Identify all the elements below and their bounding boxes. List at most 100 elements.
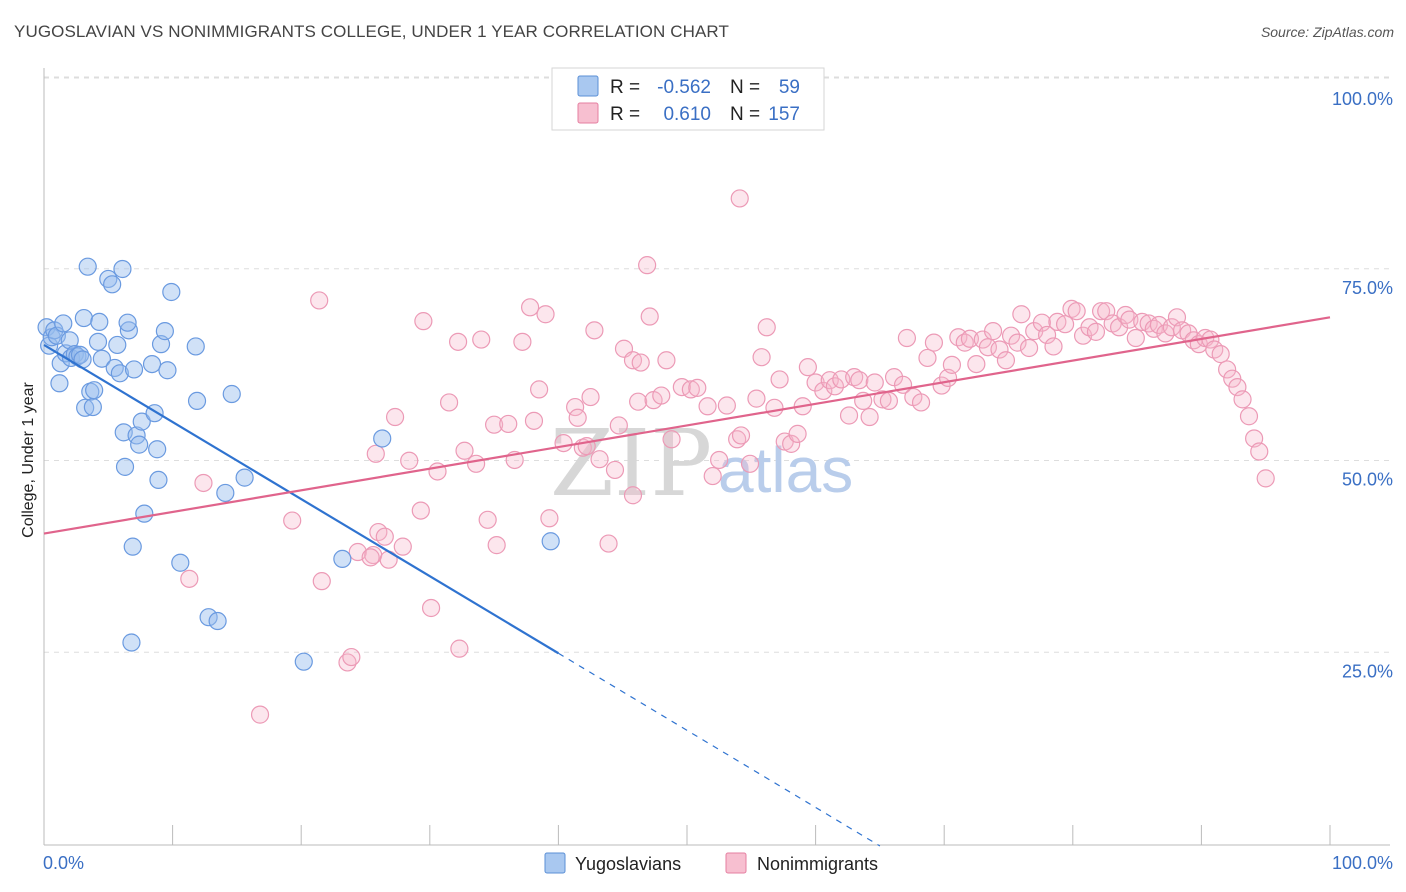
nonimmigrants-point — [845, 368, 864, 387]
nonimmigrants-point — [180, 569, 199, 588]
nonimmigrants-point — [640, 307, 659, 326]
yugoslavians-point — [50, 374, 69, 393]
nonimmigrants-point — [1091, 302, 1111, 321]
nonimmigrants-point — [540, 509, 559, 528]
yugoslavians-point — [113, 259, 132, 279]
nonimmigrants-point — [698, 397, 717, 416]
nonimmigrants-point — [825, 377, 844, 396]
bottom-legend-label-yugoslavians: Yugoslavians — [575, 854, 681, 874]
yugoslavians-trend-line — [43, 343, 559, 655]
nonimmigrants-point — [1211, 345, 1230, 364]
nonimmigrants-point — [638, 256, 657, 275]
nonimmigrants-point — [554, 433, 573, 453]
nonimmigrants-point — [283, 511, 302, 530]
yugoslavians-point — [110, 364, 129, 383]
nonimmigrants-point — [942, 355, 962, 374]
nonimmigrants-point — [1239, 407, 1259, 426]
nonimmigrants-point — [623, 486, 643, 505]
nonimmigrants-point — [599, 534, 618, 553]
yugoslavians-point — [162, 282, 181, 302]
nonimmigrants-point — [411, 501, 430, 520]
nonimmigrants-point — [1086, 322, 1106, 341]
legend-n-label-yugoslavians: N = — [730, 77, 760, 98]
bottom-legend-swatch-yugoslavians — [544, 852, 566, 874]
nonimmigrants-point — [990, 340, 1009, 359]
legend-swatch-yugoslavians — [577, 75, 599, 97]
nonimmigrants-point — [369, 522, 388, 542]
yugoslavians-point — [83, 397, 102, 417]
nonimmigrants-point — [1008, 333, 1027, 352]
yugoslavians-point — [90, 312, 109, 332]
legend-n-value-yugoslavians: 59 — [779, 77, 800, 98]
nonimmigrants-point — [450, 639, 469, 658]
yugoslavians-point — [122, 633, 141, 652]
nonimmigrants-point — [609, 416, 628, 435]
yugoslavians-point — [115, 457, 135, 476]
nonimmigrants-point — [662, 430, 681, 449]
nonimmigrants-point — [521, 298, 540, 317]
nonimmigrants-point — [487, 536, 506, 555]
yugoslavians-point — [158, 361, 177, 380]
yugoslavians-point — [155, 322, 174, 341]
nonimmigrants-point — [310, 291, 329, 310]
yugoslavians-point — [186, 337, 205, 356]
yugoslavians-point — [123, 537, 142, 556]
legend-swatch-nonimmigrants — [577, 102, 599, 124]
nonimmigrants-point — [798, 358, 817, 377]
nonimmigrants-point — [499, 414, 518, 434]
nonimmigrants-point — [731, 426, 751, 445]
nonimmigrants-point — [1126, 328, 1145, 348]
nonimmigrants-point — [1044, 337, 1063, 356]
nonimmigrants-point — [911, 393, 931, 412]
yugoslavians-point — [78, 257, 97, 276]
yugoslavians-point — [135, 504, 154, 523]
nonimmigrants-point — [1162, 318, 1181, 337]
nonimmigrants-point — [312, 572, 331, 591]
nonimmigrants-point — [788, 424, 807, 443]
nonimmigrants-point — [1205, 340, 1224, 359]
nonimmigrants-point — [361, 548, 380, 567]
nonimmigrants-point — [918, 348, 937, 368]
nonimmigrants-point — [1256, 469, 1275, 488]
yugoslavians-point — [222, 384, 241, 404]
x-tick-label: 0.0% — [43, 853, 84, 873]
bottom-legend-swatch-nonimmigrants — [725, 852, 747, 874]
watermark-zip: ZIP — [550, 410, 712, 517]
yugoslavians-point — [76, 398, 95, 417]
yugoslavians-point — [60, 331, 79, 350]
source-credit: Source: ZipAtlas.com — [1260, 24, 1394, 40]
nonimmigrants-point — [1233, 390, 1252, 409]
nonimmigrants-point — [747, 389, 766, 408]
nonimmigrants-point — [421, 598, 441, 618]
nonimmigrants-point — [978, 338, 998, 357]
yugoslavians-point — [124, 360, 144, 379]
y-tick-label: 50.0% — [1342, 470, 1393, 490]
nonimmigrants-point — [782, 434, 801, 453]
nonimmigrants-point — [393, 537, 412, 556]
nonimmigrants-trend-line — [43, 316, 1331, 535]
nonimmigrants-point — [414, 312, 433, 331]
nonimmigrants-point — [967, 354, 986, 374]
nonimmigrants-point — [717, 396, 736, 415]
nonimmigrants-point — [400, 451, 419, 470]
yugoslavians-point — [541, 532, 560, 551]
nonimmigrants-point — [455, 441, 474, 460]
yugoslavians-trend-extension — [558, 652, 881, 847]
yugoslavians-point — [130, 435, 149, 454]
nonimmigrants-point — [629, 392, 648, 411]
nonimmigrants-point — [770, 370, 789, 389]
yugoslavians-point — [108, 335, 127, 355]
nonimmigrants-point — [485, 415, 504, 434]
nonimmigrants-point — [478, 510, 497, 529]
series-legend: Yugoslavians Nonimmigrants — [544, 852, 878, 874]
yugoslavians-point — [88, 332, 108, 351]
legend-r-label-yugoslavians: R = — [610, 77, 640, 98]
nonimmigrants-point — [194, 473, 213, 493]
nonimmigrants-point — [850, 371, 869, 390]
yugoslavians-point — [85, 381, 104, 400]
yugoslavians-point — [103, 275, 122, 294]
nonimmigrants-point — [710, 450, 729, 470]
yugoslavians-point — [235, 468, 254, 487]
nonimmigrants-point — [703, 466, 722, 486]
